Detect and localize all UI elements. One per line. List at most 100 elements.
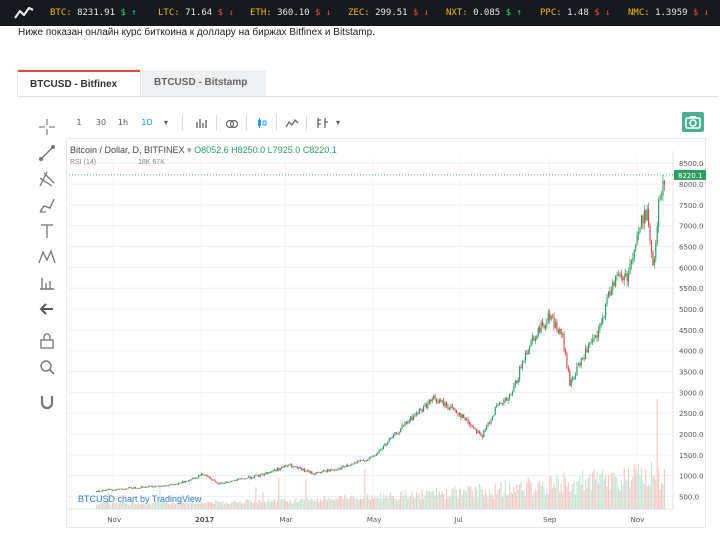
volume-bar xyxy=(612,472,614,509)
candle-body xyxy=(212,479,214,481)
candle-body xyxy=(153,486,155,488)
templates-icon[interactable] xyxy=(312,113,332,133)
candle-body xyxy=(139,487,141,489)
candle-body xyxy=(433,395,435,399)
candle-body xyxy=(288,465,290,466)
tab-bitstamp[interactable]: BTCUSD - Bitstamp xyxy=(142,70,266,96)
volume-bar xyxy=(473,497,475,509)
volume-bar xyxy=(199,503,201,509)
volume-bar xyxy=(140,504,142,509)
volume-bar xyxy=(372,498,374,509)
candle-body xyxy=(298,467,300,469)
y-tick-label: 2000.0 xyxy=(679,431,704,439)
candle-body xyxy=(156,486,158,487)
toolbar-separator xyxy=(216,115,217,131)
trend-line-tool-icon[interactable] xyxy=(36,142,58,164)
volume-bar xyxy=(378,498,380,509)
interval-1m-button[interactable]: 1 xyxy=(76,118,82,127)
snapshot-camera-icon[interactable] xyxy=(682,112,704,132)
candle-body xyxy=(617,274,620,276)
ticker-item[interactable]: NXT: 0.085 $ ↑ xyxy=(446,8,522,18)
ticker-item[interactable]: NMC: 1.3959 $ ↓ xyxy=(628,8,709,18)
candle-body xyxy=(511,391,514,395)
ticker-item[interactable]: ETH: 360.10 $ ↓ xyxy=(250,8,331,18)
volume-bar xyxy=(659,488,661,509)
legend-open: O8052.6 xyxy=(194,145,229,155)
volume-bar xyxy=(203,502,205,509)
ticker-price: 360.10 xyxy=(277,8,316,18)
volume-bar xyxy=(537,482,539,509)
brush-tool-icon[interactable] xyxy=(36,194,58,216)
candle-body xyxy=(169,484,171,486)
candle-body xyxy=(301,468,303,471)
candle-body xyxy=(490,420,492,424)
volume-bar xyxy=(349,497,351,509)
candle-body xyxy=(486,425,488,430)
measure-tool-icon[interactable] xyxy=(36,272,58,294)
volume-bar xyxy=(481,488,483,509)
templates-dropdown-icon[interactable]: ▾ xyxy=(335,118,340,127)
candle-body xyxy=(347,464,349,466)
candlestick-chart-svg[interactable]: 500.0 1000.0 1500.0 2000.0 2500.0 3000.0 3500.… xyxy=(67,139,707,529)
candle-body xyxy=(306,470,309,472)
compare-icon[interactable] xyxy=(222,113,242,133)
candle-body xyxy=(573,377,575,379)
candle-body xyxy=(610,289,612,296)
candle-body xyxy=(233,480,235,481)
y-tick-label: 5500.0 xyxy=(679,285,704,293)
volume-bar xyxy=(176,503,178,509)
arrow-left-icon[interactable] xyxy=(36,298,58,320)
volume-bar xyxy=(189,502,191,509)
text-tool-icon[interactable] xyxy=(36,220,58,242)
candle-body xyxy=(218,483,220,485)
ticker-item[interactable]: LTC: 71.64 $ ↓ xyxy=(158,8,234,18)
candle-body xyxy=(177,483,180,485)
candle-body xyxy=(321,471,323,473)
candle-body xyxy=(494,407,496,415)
magnet-icon[interactable] xyxy=(36,390,58,412)
volume-bar xyxy=(576,481,578,509)
interval-1h-button[interactable]: 1h xyxy=(117,118,129,127)
volume-bar xyxy=(417,495,419,509)
indicators-icon[interactable] xyxy=(282,113,302,133)
interval-dropdown-icon[interactable]: ▾ xyxy=(163,118,168,127)
pitchfork-tool-icon[interactable] xyxy=(36,168,58,190)
bar-style-icon[interactable] xyxy=(192,113,212,133)
candle-body xyxy=(506,398,508,401)
pattern-tool-icon[interactable] xyxy=(36,246,58,268)
ticker-item[interactable]: PPC: 1.48 $ ↓ xyxy=(540,8,610,18)
volume-bar xyxy=(362,498,364,509)
crosshair-tool-icon[interactable] xyxy=(36,116,58,138)
volume-bar xyxy=(404,489,406,509)
volume-bar xyxy=(414,497,416,509)
candle-body xyxy=(187,480,190,482)
zoom-icon[interactable] xyxy=(36,356,58,378)
volume-bar xyxy=(405,494,407,509)
volume-bar xyxy=(352,497,354,509)
volume-bar xyxy=(602,470,604,509)
candle-body xyxy=(605,303,607,318)
volume-bar xyxy=(285,500,287,509)
candle-body xyxy=(639,228,641,233)
tab-bitfinex[interactable]: BTCUSD - Bitfinex xyxy=(18,70,140,96)
ticker-item[interactable]: ZEC: 299.51 $ ↓ xyxy=(348,8,429,18)
volume-bar xyxy=(398,498,400,509)
interval-1d-button[interactable]: 1D xyxy=(141,118,153,127)
price-chart[interactable]: 500.0 1000.0 1500.0 2000.0 2500.0 3000.0 3500.… xyxy=(66,138,706,528)
ticker-item[interactable]: BTC: 8231.91 $ ↑ xyxy=(50,8,137,18)
volume-bar xyxy=(235,501,237,509)
interval-30m-button[interactable]: 30 xyxy=(95,118,107,127)
lock-tools-icon[interactable] xyxy=(36,330,58,352)
candle-body xyxy=(583,357,585,359)
volume-bar xyxy=(423,498,425,509)
volume-bar xyxy=(144,504,147,509)
candles-icon[interactable] xyxy=(252,113,272,133)
candle-body xyxy=(626,273,628,282)
candle-body xyxy=(341,466,343,470)
volume-bar xyxy=(390,492,392,509)
candle-body xyxy=(198,475,200,478)
volume-bar xyxy=(583,490,585,509)
candle-body xyxy=(497,405,499,406)
y-tick-label: 1000.0 xyxy=(679,473,704,481)
tradingview-watermark[interactable]: BTCUSD chart by TradingView xyxy=(78,494,201,504)
